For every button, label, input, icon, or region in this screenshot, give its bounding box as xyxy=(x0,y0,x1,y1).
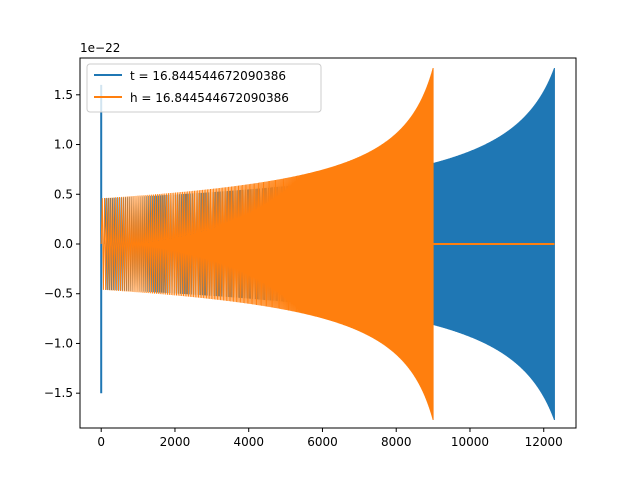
y-tick-label: 1.0 xyxy=(54,138,73,152)
legend-label-h: h = 16.844544672090386 xyxy=(130,91,289,105)
y-tick-label: 0.0 xyxy=(54,237,73,251)
y-tick-label: −1.0 xyxy=(44,336,73,350)
x-tick-label: 6000 xyxy=(307,435,338,449)
y-tick-label: 0.5 xyxy=(54,187,73,201)
y-axis: −1.5 −1.0 −0.5 0.0 0.5 1.0 1.5 xyxy=(44,88,80,400)
x-tick-label: 10000 xyxy=(451,435,489,449)
y-tick-label: 1.5 xyxy=(54,88,73,102)
axes-frame xyxy=(79,57,577,429)
plot-area xyxy=(100,67,555,421)
x-tick-label: 8000 xyxy=(381,435,412,449)
legend: t = 16.844544672090386 h = 16.8445446720… xyxy=(86,63,322,113)
series-h-line xyxy=(100,67,434,421)
x-tick-label: 4000 xyxy=(233,435,264,449)
x-axis: 0 2000 4000 6000 8000 10000 12000 xyxy=(97,428,563,449)
x-tick-label: 12000 xyxy=(525,435,563,449)
legend-label-t: t = 16.844544672090386 xyxy=(130,69,286,83)
y-tick-label: −0.5 xyxy=(44,287,73,301)
x-tick-label: 2000 xyxy=(160,435,191,449)
y-tick-label: −1.5 xyxy=(44,386,73,400)
x-tick-label: 0 xyxy=(97,435,105,449)
y-offset-label: 1e−22 xyxy=(80,41,120,55)
legend-box xyxy=(86,63,322,113)
